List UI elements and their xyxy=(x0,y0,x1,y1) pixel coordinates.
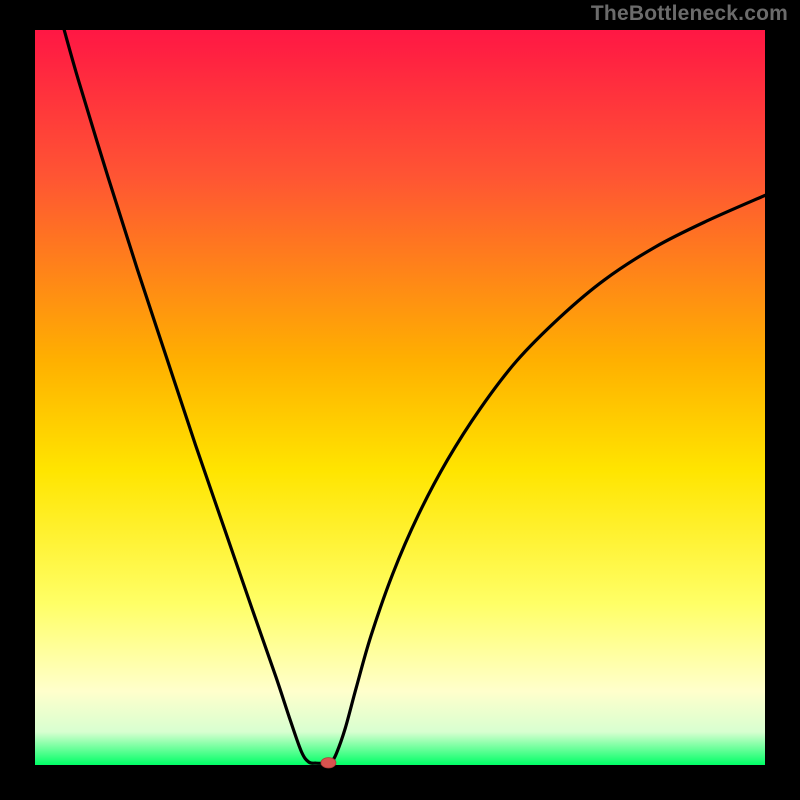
chart-stage: TheBottleneck.com xyxy=(0,0,800,800)
plot-background xyxy=(35,30,765,765)
chart-svg xyxy=(0,0,800,800)
watermark-text: TheBottleneck.com xyxy=(591,2,788,26)
optimal-point-marker xyxy=(321,758,336,768)
